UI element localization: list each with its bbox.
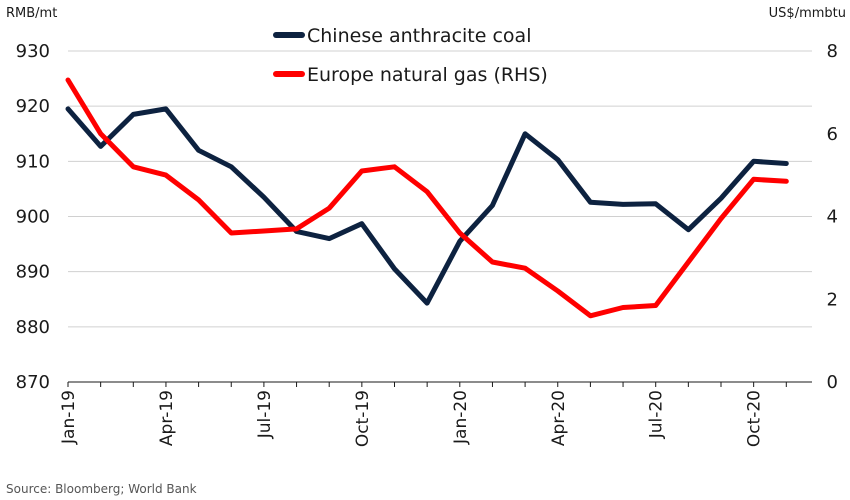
right-tick-label: 8 [827,41,838,62]
series-lines [65,77,789,319]
x-tick-label: Apr-19 [157,390,177,446]
right-axis-unit: US$/mmbtu [769,6,846,21]
left-tick-label: 920 [16,96,50,117]
x-tick-label: Jul-20 [647,390,667,439]
gridlines [68,50,812,328]
legend-label-gas: Europe natural gas (RHS) [307,64,548,86]
legend-label-coal: Chinese anthracite coal [307,25,531,47]
left-tick-label: 910 [16,151,50,172]
x-tick-label: Oct-20 [745,390,765,447]
series-line-gas [65,77,789,319]
right-tick-label: 6 [827,124,838,145]
left-tick-label: 870 [16,372,50,393]
right-tick-label: 2 [827,289,838,310]
x-axis-labels: Jan-19 Apr-19 Jul-19 Oct-19 Jan-20 Apr-20 Jul-… [59,390,765,447]
left-tick-label: 890 [16,262,50,283]
x-tick-label: Apr-20 [549,390,569,446]
right-axis-labels: 8 6 4 2 0 [827,41,838,393]
source-note: Source: Bloomberg; World Bank [6,482,197,496]
left-tick-label: 930 [16,41,50,62]
left-axis-unit: RMB/mt [6,6,57,21]
left-tick-label: 880 [16,317,50,338]
x-axis-tick-marks [67,382,787,387]
right-tick-label: 4 [827,207,838,228]
x-tick-label: Jan-20 [451,390,471,445]
right-tick-label: 0 [827,372,838,393]
series-line-coal [65,106,789,306]
left-axis-labels: 930 920 910 900 890 880 870 [16,41,50,393]
x-tick-label: Jan-19 [59,390,79,445]
left-tick-label: 900 [16,207,50,228]
legend: Chinese anthracite coal Europe natural g… [273,25,548,86]
x-tick-label: Jul-19 [255,390,275,439]
x-tick-label: Oct-19 [353,390,373,447]
